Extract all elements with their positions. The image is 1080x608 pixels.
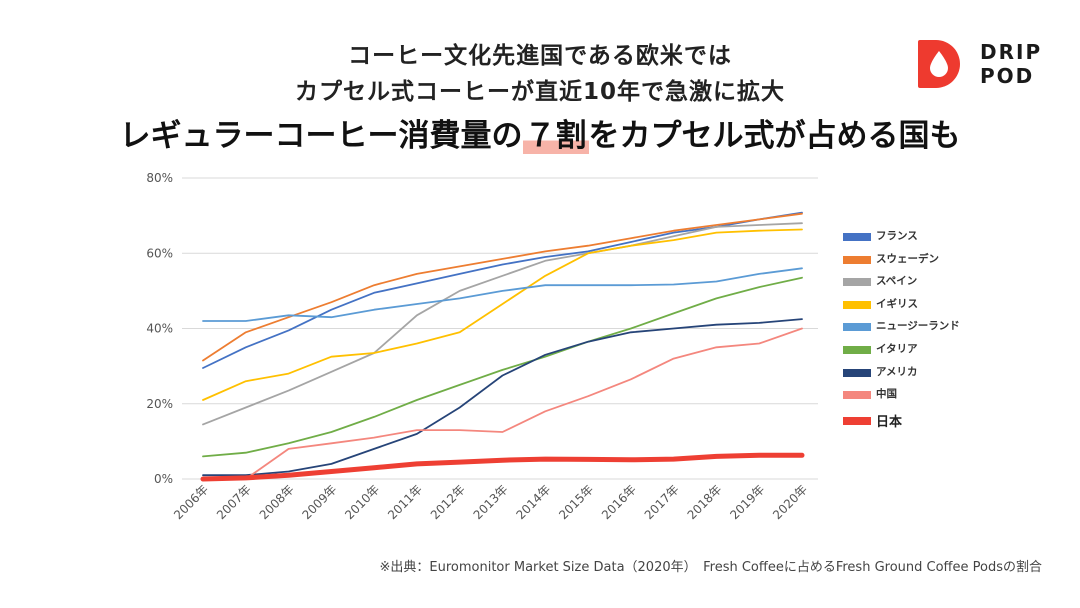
legend-label: 中国: [876, 388, 897, 401]
y-tick-label: 80%: [146, 171, 173, 185]
legend-swatch: [843, 300, 871, 309]
x-tick-label: 2013年: [471, 482, 511, 522]
series-line-5: [202, 276, 803, 458]
series-layer: [200, 211, 805, 482]
legend-swatch: [843, 255, 871, 264]
legend-label: イギリス: [876, 297, 918, 310]
x-tick-label: 2008年: [257, 482, 297, 522]
headline-part-2: をカプセル式が占める国も: [588, 118, 961, 154]
chart-legend: フランススウェーデン スペインイギリスニュージーランド イタリアアメリカ中国日本: [843, 228, 1068, 431]
x-tick-label: 2014年: [513, 482, 553, 522]
logo-word-pod: POD: [980, 64, 1035, 88]
legend-swatch: [843, 278, 871, 287]
series-line-4: [202, 267, 803, 322]
x-tick-label: 2010年: [342, 482, 382, 522]
legend-item: イギリス: [843, 296, 1068, 319]
series-line-7: [202, 327, 803, 480]
legend-label: アメリカ: [876, 365, 918, 378]
y-tick-label: 20%: [146, 397, 173, 411]
logo-word-drip: DRIP: [980, 40, 1043, 64]
x-tick-label: 2020年: [770, 482, 810, 522]
grid-layer: [182, 177, 818, 480]
legend-swatch: [843, 416, 871, 425]
legend-label: フランス: [876, 230, 918, 242]
series-line-0: [202, 211, 803, 369]
headline: レギュラーコーヒー消費量の７割をカプセル式が占める国も: [0, 110, 1080, 155]
headline-highlight: ７割: [522, 118, 589, 154]
headline-part-1: レギュラーコーヒー消費量の: [119, 118, 523, 154]
series-line-6: [202, 318, 803, 477]
x-tick-label: 2016年: [599, 482, 639, 522]
x-tick-label: 2015年: [556, 482, 596, 522]
legend-item: 日本: [843, 409, 1068, 432]
drip-pod-logo: DRIP POD: [918, 40, 1048, 90]
x-tick-label: 2012年: [428, 482, 468, 522]
legend-label: 日本: [876, 414, 903, 430]
series-line-2: [202, 222, 803, 426]
source-note: ※出典：Euromonitor Market Size Data（2020年） …: [379, 560, 1043, 575]
legend-item: イタリア: [843, 341, 1068, 364]
legend-swatch: [843, 391, 871, 400]
x-tick-label: 2011年: [385, 482, 425, 522]
legend-item: 中国: [843, 386, 1068, 409]
legend-label: イタリア: [876, 342, 918, 355]
y-tick-label: 60%: [146, 246, 173, 260]
legend-item: フランス: [843, 228, 1068, 251]
series-line-1: [202, 212, 803, 362]
legend-label: スペイン: [876, 275, 918, 288]
series-line-3: [202, 228, 803, 401]
series-line-8: [200, 452, 805, 482]
water-drop-icon: [930, 51, 948, 77]
x-tick-label: 2019年: [727, 482, 767, 522]
legend-swatch: [843, 323, 871, 332]
y-tick-label: 0%: [154, 472, 173, 486]
x-tick-label: 2009年: [299, 482, 339, 522]
legend-label: ニュージーランド: [876, 320, 960, 333]
legend-item: スウェーデン: [843, 251, 1068, 274]
legend-item: アメリカ: [843, 364, 1068, 387]
x-tick-label: 2017年: [642, 482, 682, 522]
legend-swatch: [843, 345, 871, 354]
legend-label: スウェーデン: [876, 252, 939, 265]
y-tick-label: 40%: [146, 322, 173, 336]
x-tick-label: 2007年: [214, 482, 254, 522]
drip-pod-logo-mark: [918, 40, 960, 88]
legend-swatch: [843, 233, 871, 241]
legend-item: ニュージーランド: [843, 318, 1068, 341]
title-line-2: カプセル式コーヒーが直近10年で急激に拡大: [294, 79, 785, 105]
x-tick-label: 2018年: [685, 482, 725, 522]
logo-wordmark: DRIP POD: [980, 40, 1042, 88]
legend-swatch: [843, 368, 871, 377]
x-tick-label: 2006年: [171, 482, 211, 522]
title-line-1: コーヒー文化先進国である欧米では: [348, 43, 732, 69]
legend-item: スペイン: [843, 273, 1068, 296]
